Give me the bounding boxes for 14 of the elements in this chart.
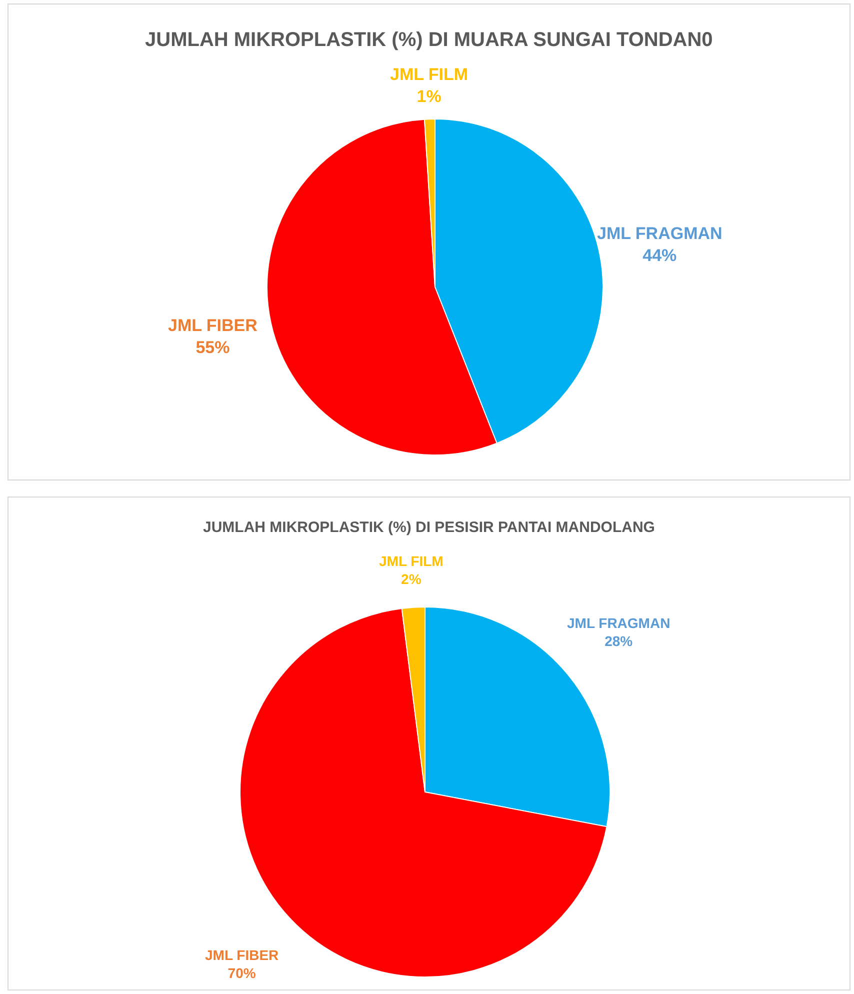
- data-label: 1%: [416, 87, 442, 106]
- chart-title: JUMLAH MIKROPLASTIK (%) DI PESISIR PANTAI MANDOLANG: [203, 519, 655, 536]
- data-label: 44%: [642, 246, 677, 266]
- chart-title: JUMLAH MIKROPLASTIK (%) DI MUARA SUNGAI TONDAN0: [145, 29, 713, 51]
- data-label: 70%: [228, 965, 256, 982]
- slice-label: JML FRAGMAN: [567, 615, 670, 631]
- slice-label: JML FILM: [379, 553, 444, 569]
- slice-label: JML FIBER: [168, 316, 258, 335]
- data-label: 28%: [604, 633, 634, 650]
- slice-label: JML FRAGMAN: [597, 224, 722, 243]
- slice-label: JML FIBER: [205, 947, 279, 963]
- data-label: 55%: [196, 338, 230, 358]
- slice-label: JML FILM: [390, 65, 468, 84]
- data-label: 2%: [401, 571, 422, 588]
